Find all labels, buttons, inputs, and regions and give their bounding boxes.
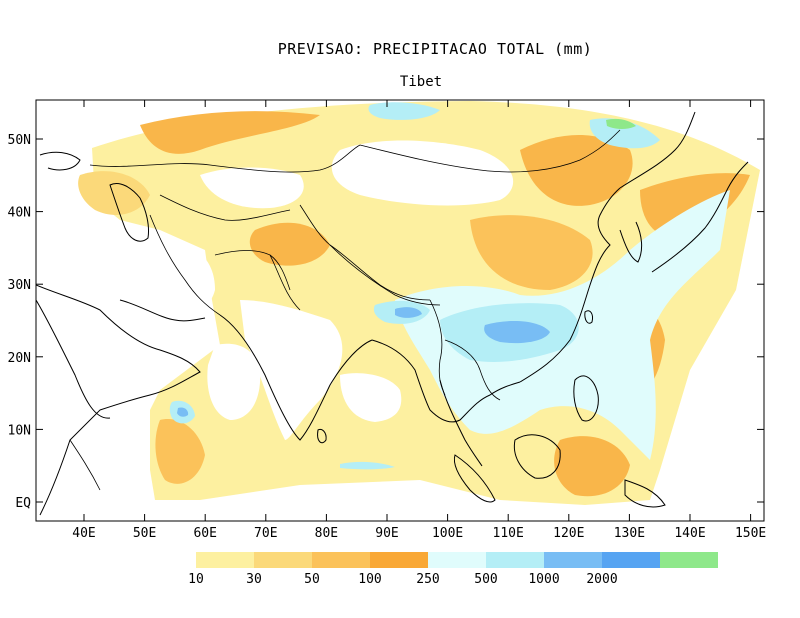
coast-japan (651, 161, 749, 273)
coast-india (219, 314, 373, 441)
x-tick-label: 130E (614, 526, 645, 541)
field-extreme-somali (177, 407, 189, 417)
colorbar-label: 10 (188, 572, 204, 587)
field-dry-kazakh (200, 167, 304, 209)
colorbar-swatch (312, 552, 370, 568)
y-tick-label: 30N (8, 278, 31, 293)
border-kaz-uzb (159, 194, 291, 221)
x-tick-label: 70E (254, 526, 277, 541)
field-heavy-china (470, 215, 593, 290)
field-dry-central (331, 140, 514, 206)
field-heavy-indonesia (554, 436, 630, 497)
x-tick-label: 110E (493, 526, 524, 541)
x-tick-label: 150E (735, 526, 766, 541)
colorbar-swatch (544, 552, 602, 568)
coast-philippines (573, 375, 599, 422)
y-axis: 50N 40N 30N 20N 10N EQ (8, 133, 764, 511)
colorbar-label: 100 (358, 572, 381, 587)
field-green-pacific (606, 118, 636, 129)
field-heavy-mongolia (520, 135, 633, 206)
colorbar-label: 50 (304, 572, 320, 587)
coast-newguinea (624, 479, 666, 508)
border-burma (429, 299, 446, 396)
border-indochina (444, 339, 501, 401)
colorbar-swatch (486, 552, 544, 568)
y-tick-label: 20N (8, 351, 31, 366)
colorbar-label: 30 (246, 572, 262, 587)
x-tick-label: 80E (315, 526, 338, 541)
colorbar-swatch (196, 552, 254, 568)
x-tick-label: 140E (674, 526, 705, 541)
coast-malay (439, 379, 483, 467)
coast-persian-gulf (119, 299, 206, 322)
field-dry-bay (340, 373, 402, 422)
map-title: PREVISAO: PRECIPITACAO TOTAL (mm) (277, 40, 593, 58)
x-tick-label: 60E (193, 526, 216, 541)
colorbar-legend: 10 30 50 100 250 500 1000 2000 (188, 552, 718, 587)
coastlines (36, 111, 749, 516)
field-dry-india (240, 300, 343, 440)
border-iran (149, 214, 221, 316)
y-tick-label: EQ (15, 496, 31, 511)
coast-taiwan (584, 310, 593, 324)
field-very-wet-central (368, 102, 440, 120)
field-heavy-japan (640, 173, 750, 238)
colorbar-label: 1000 (528, 572, 559, 587)
colorbar-swatch (254, 552, 312, 568)
field-heavy-somali (155, 419, 205, 484)
y-tick-label: 40N (8, 206, 31, 221)
colorbar-swatch (428, 552, 486, 568)
border-russia-kaz (89, 144, 361, 173)
colorbar-label: 2000 (586, 572, 617, 587)
coast-sumatra (453, 454, 496, 503)
coast-borneo (513, 434, 561, 479)
coast-srilanka (317, 429, 327, 444)
coast-okhotsk (619, 111, 696, 189)
field-extreme-yangtze (484, 320, 550, 344)
border-himalaya (329, 244, 441, 306)
field-extreme-himalaya (395, 307, 422, 318)
coast-china (519, 187, 621, 383)
border-india-pak (269, 254, 301, 311)
field-moderate-caspian (78, 171, 150, 215)
x-tick-label: 100E (432, 526, 463, 541)
border-africa (69, 439, 101, 491)
map-subtitle: Tibet (399, 74, 443, 90)
field-dry-arabian-sea (207, 343, 261, 420)
precipitation-field (78, 101, 760, 505)
coast-arabia (36, 284, 201, 516)
border-china-west (299, 204, 431, 301)
x-axis: 40E 50E 60E 70E 80E 90E 100E 110E 120E 130E 140E 15… (72, 100, 766, 541)
y-tick-label: 50N (8, 133, 31, 148)
x-tick-label: 40E (72, 526, 95, 541)
coast-caspian (109, 183, 149, 242)
x-tick-label: 90E (375, 526, 398, 541)
x-tick-label: 120E (553, 526, 584, 541)
y-tick-label: 10N (8, 423, 31, 438)
plot-frame (35, 99, 765, 522)
field-heavy-north (140, 111, 320, 154)
border-china-mongolia (359, 129, 621, 173)
x-tick-label: 50E (133, 526, 156, 541)
coast-blacksea (39, 151, 81, 171)
colorbar-swatch (602, 552, 660, 568)
field-very-wet-equator (340, 461, 395, 470)
borders (69, 129, 621, 491)
coast-se-asia (371, 339, 521, 423)
coast-korea (619, 221, 643, 263)
colorbar-label: 250 (416, 572, 439, 587)
colorbar-label: 500 (474, 572, 497, 587)
colorbar-swatch (370, 552, 428, 568)
coast-redsea (36, 299, 111, 419)
colorbar-swatch (660, 552, 718, 568)
